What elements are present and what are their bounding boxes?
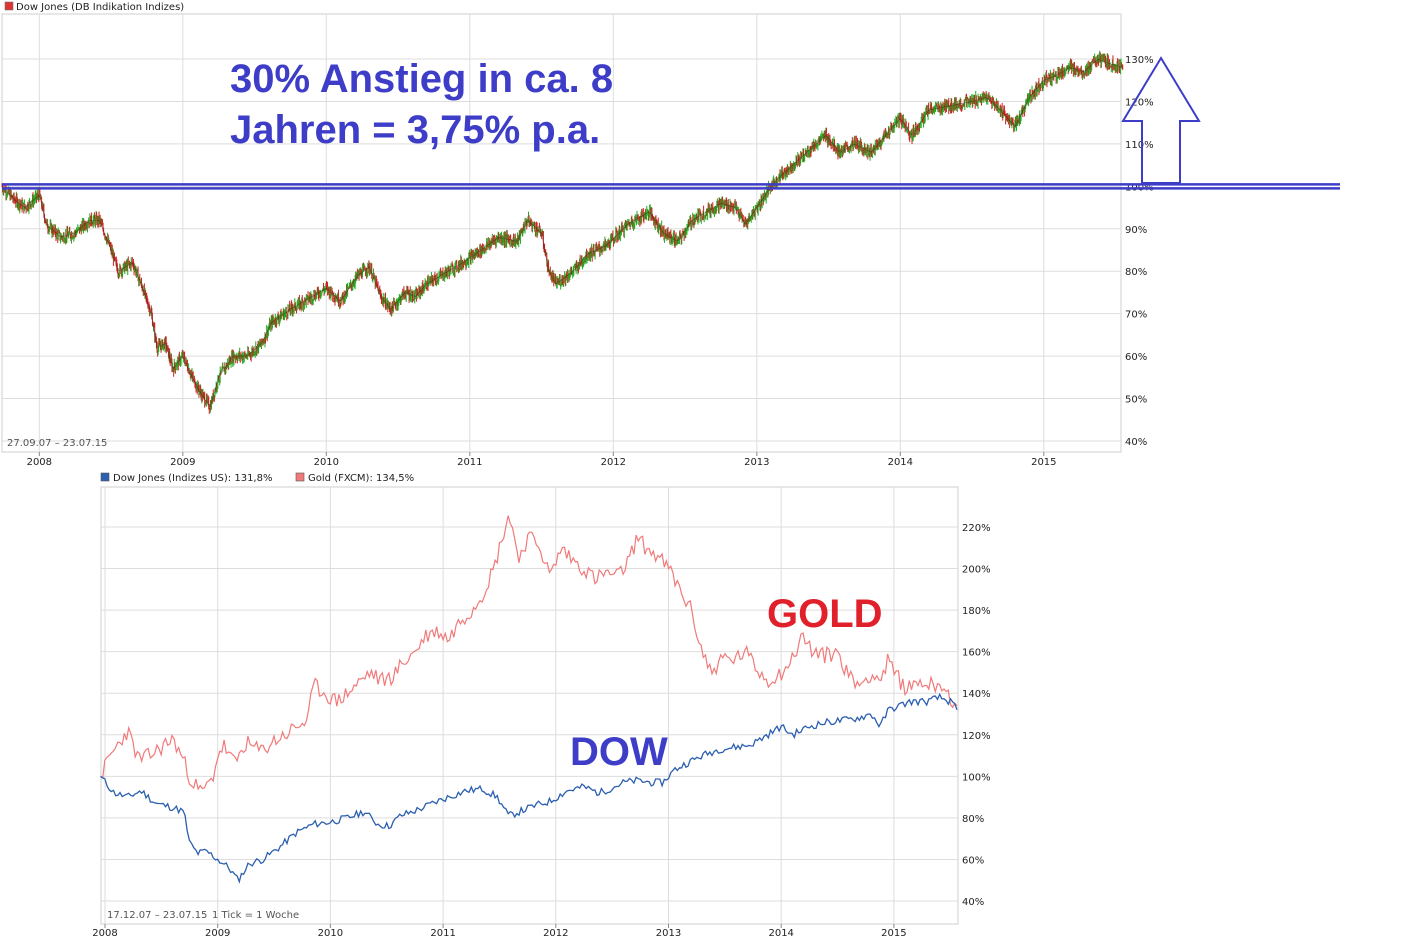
top-grid: [2, 14, 1121, 452]
bottom-y-tick-label: 120%: [962, 731, 991, 742]
bottom-x-tick-label: 2012: [543, 928, 568, 939]
top-y-tick-label: 40%: [1125, 437, 1147, 448]
top-legend-label: Dow Jones (DB Indikation Indizes): [16, 2, 184, 13]
annotation-line-1: 30% Anstieg in ca. 8: [230, 57, 613, 101]
top-y-tick-label: 90%: [1125, 225, 1147, 236]
top-y-tick-label: 110%: [1125, 140, 1154, 151]
bottom-y-tick-label: 160%: [962, 648, 991, 659]
annotation-line-2: Jahren = 3,75% p.a.: [230, 108, 600, 152]
bottom-legend-swatch-gold: [295, 472, 305, 482]
top-y-tick-label: 130%: [1125, 55, 1154, 66]
top-chart: Dow Jones (DB Indikation Indizes) 130% 12…: [1, 1, 1340, 468]
bottom-x-tick-label: 2010: [318, 928, 343, 939]
top-date-range: 27.09.07 – 23.07.15: [7, 438, 107, 449]
top-x-tick-label: 2010: [314, 457, 339, 468]
bottom-x-ticks: 2008 2009 2010 2011 2012 2013 2014 2015: [92, 924, 907, 939]
bottom-x-tick-label: 2013: [656, 928, 681, 939]
bottom-legend-dow: Dow Jones (Indizes US): 131,8%: [113, 473, 272, 484]
bottom-y-tick-label: 100%: [962, 772, 991, 783]
up-arrow-icon: [1121, 56, 1201, 184]
bottom-y-ticks: 220% 200% 180% 160% 140% 120% 100% 80% 60% 40%: [962, 523, 991, 908]
top-x-tick-label: 2012: [601, 457, 626, 468]
bottom-chart-frame: [100, 486, 959, 925]
bottom-x-tick-label: 2009: [205, 928, 230, 939]
bottom-x-tick-label: 2011: [430, 928, 455, 939]
top-candles: [1, 50, 1124, 414]
series-line-dow: [100, 692, 958, 884]
bottom-y-tick-label: 80%: [962, 814, 984, 825]
bottom-y-tick-label: 140%: [962, 689, 991, 700]
close-trace: [1, 58, 1123, 408]
top-y-tick-label: 70%: [1125, 310, 1147, 321]
bottom-y-tick-label: 40%: [962, 897, 984, 908]
top-y-tick-label: 120%: [1125, 97, 1154, 108]
bottom-y-tick-label: 180%: [962, 606, 991, 617]
top-x-tick-label: 2011: [457, 457, 482, 468]
bottom-legend-gold: Gold (FXCM): 134,5%: [308, 473, 414, 484]
bottom-legend-swatch-dow: [100, 472, 110, 482]
dow-label: DOW: [570, 730, 668, 774]
bottom-y-tick-label: 220%: [962, 523, 991, 534]
top-y-tick-label: 60%: [1125, 352, 1147, 363]
bottom-grid: [101, 487, 958, 924]
top-x-tick-label: 2014: [888, 457, 913, 468]
bottom-x-tick-label: 2008: [92, 928, 117, 939]
series-line-gold: [100, 515, 958, 791]
top-x-tick-label: 2009: [170, 457, 195, 468]
top-chart-frame: [1, 13, 1122, 453]
top-y-tick-label: 80%: [1125, 267, 1147, 278]
bottom-tick-info: 1 Tick = 1 Woche: [212, 910, 299, 921]
bottom-chart: Dow Jones (Indizes US): 131,8% Gold (FXC…: [92, 472, 991, 939]
top-x-ticks: 2008 2009 2010 2011 2012 2013 2014 2015: [27, 452, 1057, 468]
bottom-date-range: 17.12.07 – 23.07.15: [107, 910, 207, 921]
gold-label: GOLD: [767, 592, 883, 636]
bottom-y-tick-label: 200%: [962, 565, 991, 576]
top-y-tick-label: 50%: [1125, 395, 1147, 406]
top-x-tick-label: 2013: [744, 457, 769, 468]
reference-line-100: [2, 183, 1340, 190]
top-legend-swatch: [4, 1, 14, 11]
bottom-x-tick-label: 2015: [881, 928, 906, 939]
bottom-y-tick-label: 60%: [962, 855, 984, 866]
bottom-x-tick-label: 2014: [768, 928, 793, 939]
top-x-tick-label: 2008: [27, 457, 52, 468]
top-x-tick-label: 2015: [1031, 457, 1056, 468]
top-y-ticks: 130%120%110%100%90%80%70%60%50%40%: [1125, 55, 1154, 448]
